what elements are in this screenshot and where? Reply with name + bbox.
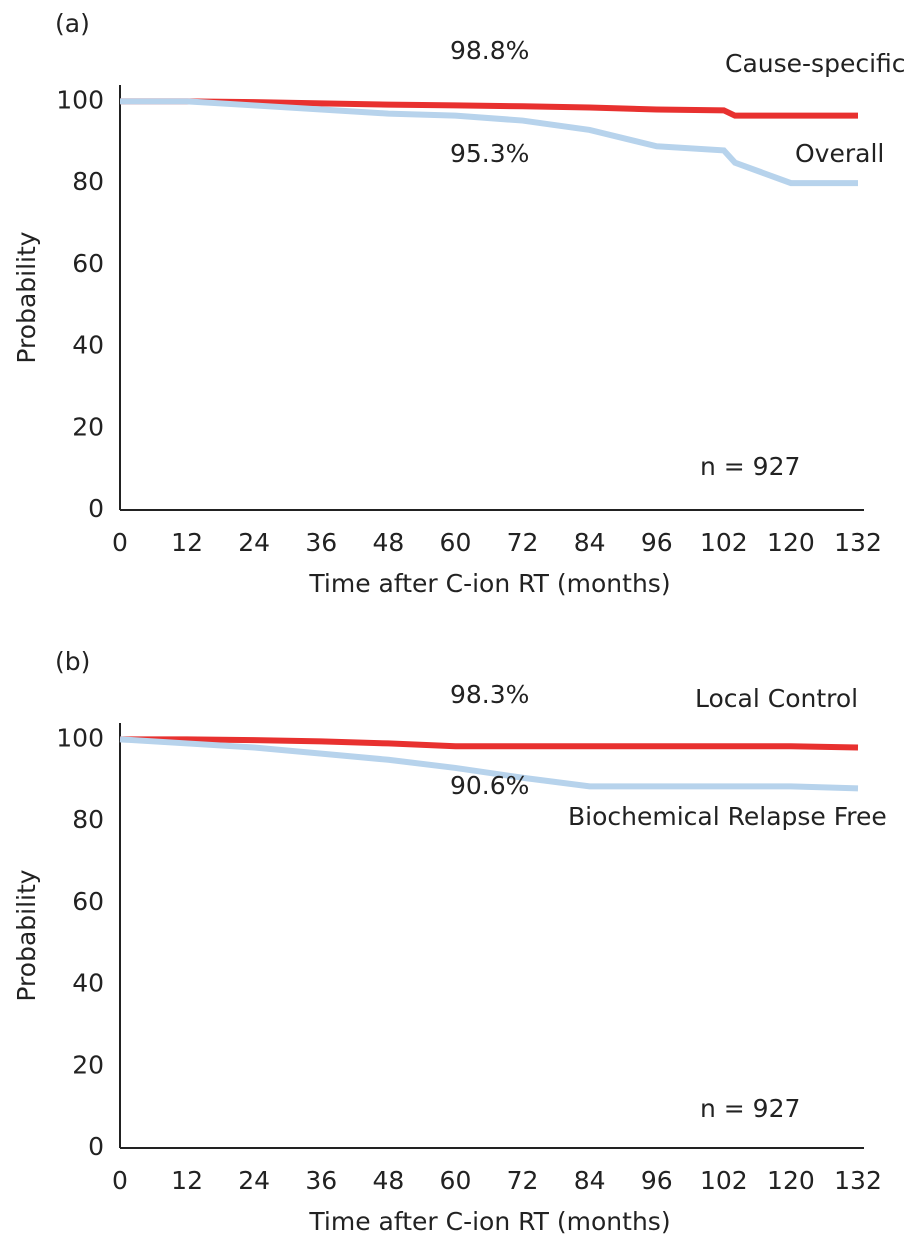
series-label: Overall (795, 139, 884, 168)
x-axis-label: Time after C-ion RT (months) (308, 569, 670, 598)
x-tick-label: 132 (834, 528, 882, 557)
x-tick-label: 102 (700, 528, 748, 557)
series-line (120, 736, 859, 751)
annotation: n = 927 (700, 1094, 800, 1123)
series-label: Biochemical Relapse Free (568, 802, 887, 831)
y-axis-label: Probability (12, 231, 41, 363)
x-tick-label: 36 (305, 528, 337, 557)
x-tick-label: 24 (238, 528, 270, 557)
y-tick-label: 100 (56, 723, 104, 752)
y-tick-label: 0 (88, 494, 104, 523)
x-tick-label: 84 (574, 1166, 606, 1195)
x-axis-label: Time after C-ion RT (months) (308, 1207, 670, 1236)
x-tick-label: 12 (171, 528, 203, 557)
x-tick-label: 96 (641, 1166, 673, 1195)
x-tick-label: 120 (767, 528, 815, 557)
x-tick-label: 84 (574, 528, 606, 557)
x-tick-label: 72 (507, 1166, 539, 1195)
panel-label: (b) (55, 647, 90, 676)
series-label: Local Control (695, 684, 858, 713)
series-line (120, 98, 858, 187)
x-tick-label: 12 (171, 1166, 203, 1195)
x-tick-label: 60 (440, 1166, 472, 1195)
y-tick-label: 40 (72, 331, 104, 360)
y-tick-label: 60 (72, 249, 104, 278)
panel-label: (a) (55, 9, 90, 38)
y-tick-label: 0 (88, 1132, 104, 1161)
y-axis-label: Probability (12, 869, 41, 1001)
series-label: Cause-specific (725, 49, 906, 78)
x-tick-label: 0 (112, 528, 128, 557)
y-tick-label: 20 (72, 412, 104, 441)
x-tick-label: 36 (305, 1166, 337, 1195)
x-tick-label: 96 (641, 528, 673, 557)
y-tick-label: 40 (72, 969, 104, 998)
x-tick-label: 48 (372, 1166, 404, 1195)
x-tick-label: 72 (507, 528, 539, 557)
x-tick-label: 0 (112, 1166, 128, 1195)
y-tick-label: 60 (72, 887, 104, 916)
x-tick-label: 60 (440, 528, 472, 557)
annotation: 98.8% (450, 36, 529, 65)
annotation: n = 927 (700, 452, 800, 481)
annotation: 98.3% (450, 680, 529, 709)
x-tick-label: 120 (767, 1166, 815, 1195)
x-tick-label: 132 (834, 1166, 882, 1195)
annotation: 90.6% (450, 771, 529, 800)
x-tick-label: 48 (372, 528, 404, 557)
series-line (119, 736, 859, 792)
series-line (120, 98, 858, 119)
y-tick-label: 20 (72, 1050, 104, 1079)
y-tick-label: 80 (72, 805, 104, 834)
y-tick-label: 100 (56, 85, 104, 114)
y-tick-label: 80 (72, 167, 104, 196)
annotation: 95.3% (450, 139, 529, 168)
x-tick-label: 24 (238, 1166, 270, 1195)
x-tick-label: 102 (700, 1166, 748, 1195)
